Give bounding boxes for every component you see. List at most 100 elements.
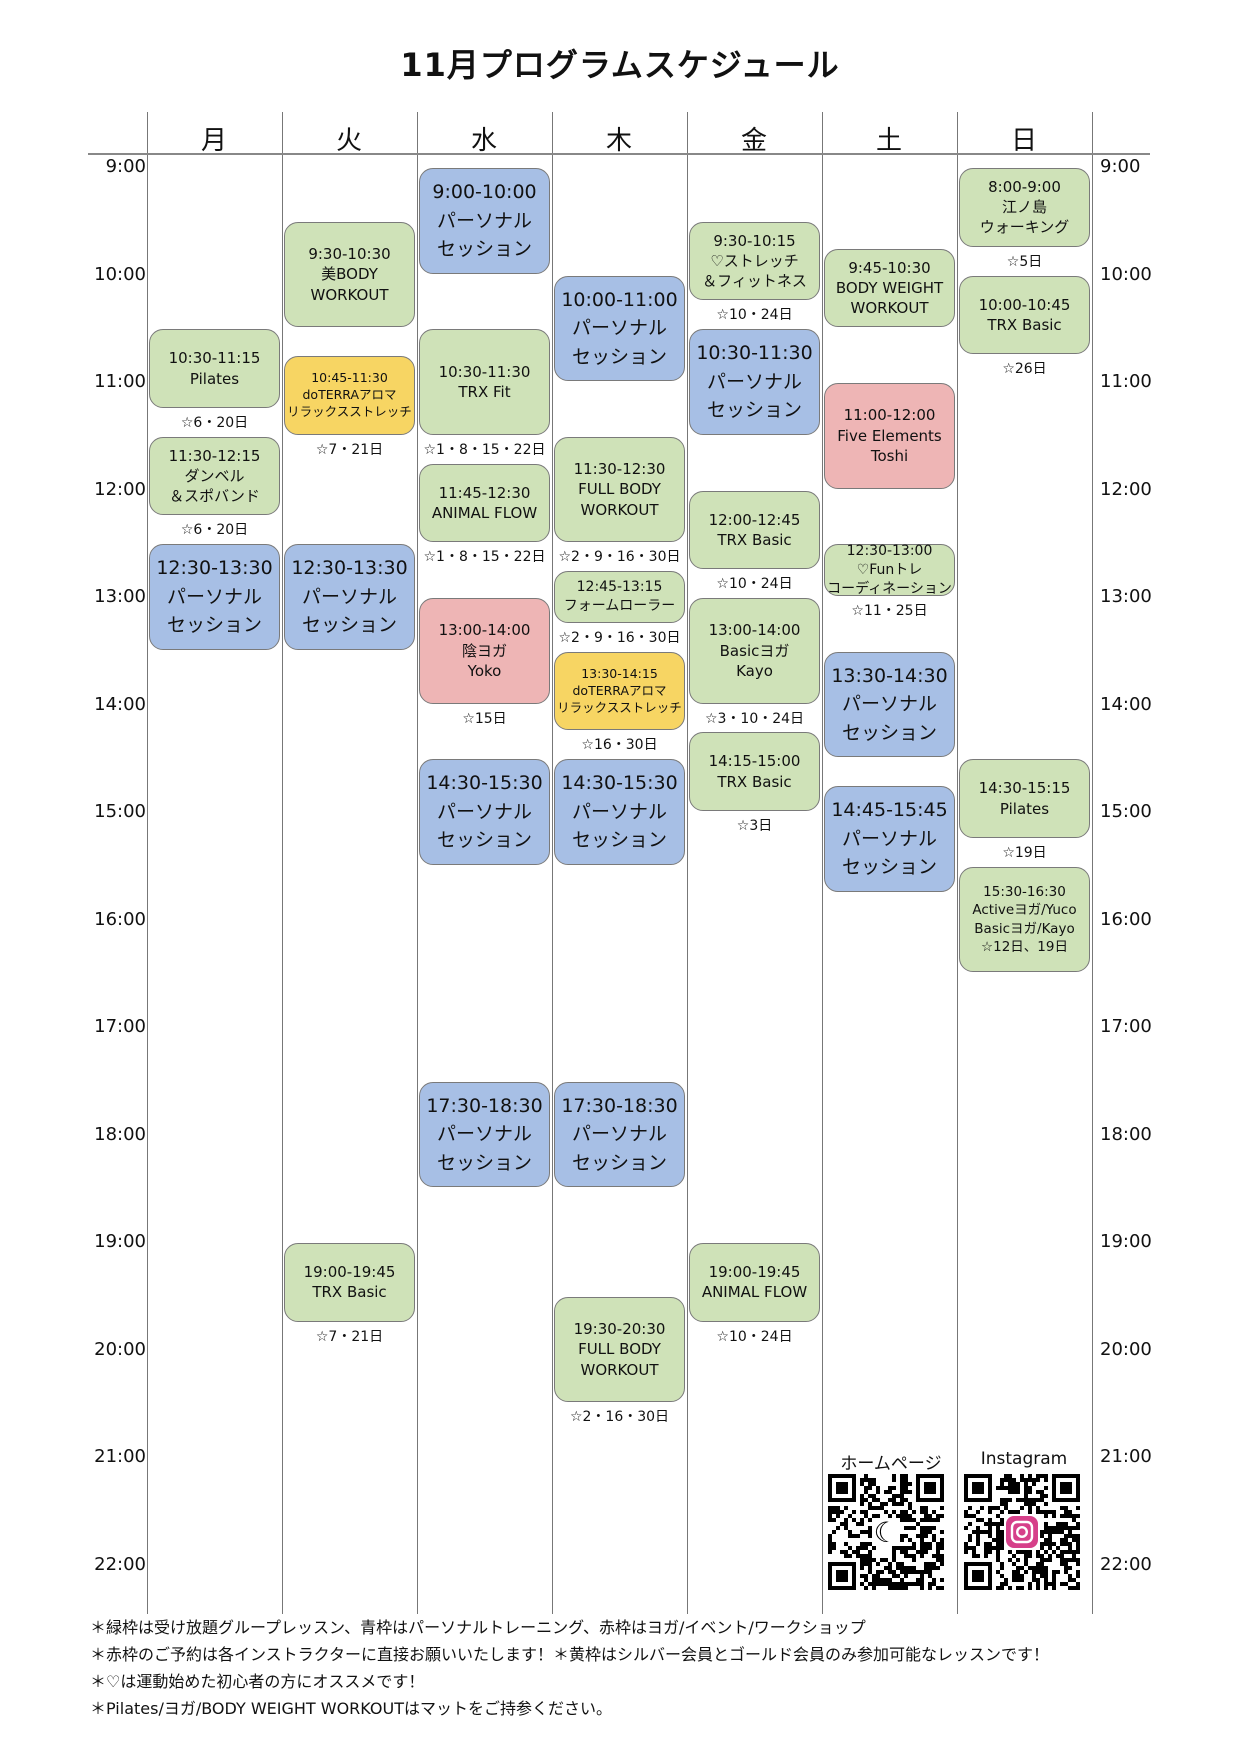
session-text: WORKOUT xyxy=(580,1360,659,1379)
session-block[interactable]: 10:30-11:15 Pilates xyxy=(149,329,280,408)
session-text: TRX Basic xyxy=(312,1283,387,1302)
page-title: 11月プログラムスケジュール xyxy=(400,46,840,84)
session-block[interactable]: 9:00-10:00 パーソナル セッション xyxy=(419,168,550,274)
day-header: 水 xyxy=(470,126,497,156)
session-block[interactable]: 10:30-11:30 パーソナル セッション xyxy=(689,329,820,435)
session-text: doTERRAアロマ xyxy=(572,682,667,698)
session-text: セッション xyxy=(841,721,937,744)
session-time: 15:30-16:30 xyxy=(983,884,1066,901)
time-label-left: 16:00 xyxy=(94,908,146,930)
session-time: 9:30-10:30 xyxy=(308,245,391,264)
time-label-right: 15:00 xyxy=(1100,801,1152,822)
session-time: 17:30-18:30 xyxy=(561,1094,678,1117)
time-label-right: 18:00 xyxy=(1100,1123,1152,1145)
session-time: 10:30-11:30 xyxy=(696,342,813,365)
session-block[interactable]: 14:30-15:15 Pilates xyxy=(959,759,1090,838)
session-block[interactable]: 8:00-9:00 江ノ島 ウォーキング xyxy=(959,168,1090,247)
column-divider xyxy=(957,112,958,1614)
moon-logo-icon: ☾ xyxy=(873,1516,898,1549)
session-block[interactable]: 12:45-13:15 フォームローラー xyxy=(554,571,685,623)
session-text: セッション xyxy=(841,856,937,879)
session-dates-note: ☆6・20日 xyxy=(180,522,249,539)
session-block[interactable]: 10:00-11:00 パーソナル セッション xyxy=(554,275,685,381)
session-block[interactable]: 19:00-19:45 ANIMAL FLOW xyxy=(689,1243,820,1322)
session-block[interactable]: 12:30-13:30 パーソナル セッション xyxy=(284,544,415,650)
session-dates-note: ☆19日 xyxy=(1002,844,1047,861)
session-text: パーソナル xyxy=(841,693,937,716)
session-block[interactable]: 9:45-10:30 BODY WEIGHT WORKOUT xyxy=(824,248,955,328)
column-divider xyxy=(282,112,283,1614)
time-label-left: 18:00 xyxy=(94,1123,146,1145)
time-label-left: 13:00 xyxy=(94,586,146,607)
session-block[interactable]: 10:45-11:30 doTERRAアロマ リラックスストレッチ xyxy=(284,356,415,435)
session-block[interactable]: 14:15-15:00 TRX Basic xyxy=(689,732,820,811)
session-block[interactable]: 14:30-15:30 パーソナル セッション xyxy=(554,759,685,865)
day-header: 日 xyxy=(1010,126,1037,156)
session-block[interactable]: 10:00-10:45 TRX Basic xyxy=(959,275,1090,355)
session-time: 8:00-9:00 xyxy=(988,177,1061,196)
session-text: TRX Basic xyxy=(717,530,792,549)
time-label-right: 22:00 xyxy=(1100,1553,1152,1575)
time-label-left: 15:00 xyxy=(94,801,146,822)
session-block[interactable]: 17:30-18:30 パーソナル セッション xyxy=(419,1081,550,1188)
time-label-right: 16:00 xyxy=(1100,908,1152,930)
session-block[interactable]: 15:30-16:30 Activeヨガ/Yuco Basicヨガ/Kayo ☆12日… xyxy=(959,866,1090,973)
session-text: コーディネーション xyxy=(827,580,952,597)
instagram-label: Instagram xyxy=(980,1449,1068,1469)
session-block[interactable]: 17:30-18:30 パーソナル セッション xyxy=(554,1081,685,1188)
session-time: 13:30-14:30 xyxy=(831,664,948,687)
homepage-qr-code[interactable]: ☾ xyxy=(828,1474,944,1590)
session-text: Activeヨガ/Yuco xyxy=(972,902,1077,919)
session-block[interactable]: 11:45-12:30 ANIMAL FLOW xyxy=(419,463,550,543)
session-time: 14:30-15:15 xyxy=(978,779,1071,798)
session-block[interactable]: 13:00-14:00 陰ヨガ Yoko xyxy=(419,598,550,704)
time-label-right: 19:00 xyxy=(1100,1231,1152,1252)
time-label-right: 13:00 xyxy=(1100,586,1152,607)
session-block[interactable]: 11:00-12:00 Five Elements Toshi xyxy=(824,383,955,489)
session-time: 14:15-15:00 xyxy=(708,752,801,771)
session-text: パーソナル xyxy=(571,1123,667,1146)
session-block[interactable]: 12:30-13:30 パーソナル セッション xyxy=(149,544,280,650)
session-block[interactable]: 9:30-10:30 美BODY WORKOUT xyxy=(284,221,415,328)
session-time: 12:00-12:45 xyxy=(708,510,801,529)
session-time: 12:45-13:15 xyxy=(576,579,663,596)
day-header: 火 xyxy=(335,126,362,156)
session-block[interactable]: 13:00-14:00 Basicヨガ Kayo xyxy=(689,598,820,704)
session-block[interactable]: 10:30-11:30 TRX Fit xyxy=(419,329,550,435)
time-label-left: 10:00 xyxy=(94,263,146,285)
session-time: 12:30-13:30 xyxy=(156,557,273,580)
session-block[interactable]: 13:30-14:30 パーソナルセッション xyxy=(824,651,955,758)
footnote: ＊♡は運動始めた初心者の方にオススメです！ xyxy=(90,1672,425,1691)
session-block[interactable]: 19:00-19:45 TRX Basic xyxy=(284,1243,415,1322)
session-block[interactable]: 12:30-13:00 ♡Funトレ コーディネーション xyxy=(824,543,955,597)
session-dates-note: ☆7・21日 xyxy=(315,441,384,458)
session-time: 19:30-20:30 xyxy=(573,1320,666,1339)
time-label-left: 17:00 xyxy=(94,1016,146,1037)
session-block[interactable]: 13:30-14:15 doTERRAアロマ リラックスストレッチ xyxy=(554,651,685,731)
session-text: 江ノ島 xyxy=(1001,198,1047,217)
session-block[interactable]: 14:30-15:30 パーソナル セッション xyxy=(419,759,550,865)
session-text: ＆スポバンド xyxy=(169,487,260,506)
session-time: 14:45-15:45 xyxy=(831,799,948,822)
time-label-right: 11:00 xyxy=(1100,371,1152,392)
session-time: 9:00-10:00 xyxy=(432,181,537,203)
time-label-left: 20:00 xyxy=(94,1338,146,1360)
session-time: 10:00-10:45 xyxy=(978,295,1071,314)
session-text: 陰ヨガ xyxy=(461,641,507,660)
session-block[interactable]: 14:45-15:45 パーソナル セッション xyxy=(824,786,955,892)
session-text: WORKOUT xyxy=(580,500,659,519)
session-text: セッション xyxy=(166,614,262,637)
session-time: 10:45-11:30 xyxy=(311,370,388,386)
session-block[interactable]: 9:30-10:15 ♡ストレッチ ＆フィットネス xyxy=(689,221,820,301)
session-block[interactable]: 11:30-12:15 ダンベル ＆スポバンド xyxy=(149,436,280,516)
footnote: ＊赤枠のご予約は各インストラクターに直接お願いいたします！＊黄枠はシルバー会員と… xyxy=(90,1645,1050,1664)
session-time: 19:00-19:45 xyxy=(303,1263,396,1282)
session-block[interactable]: 12:00-12:45 TRX Basic xyxy=(689,490,820,570)
day-header: 木 xyxy=(605,126,632,156)
instagram-qr-code[interactable] xyxy=(964,1474,1080,1590)
session-block[interactable]: 11:30-12:30 FULL BODY WORKOUT xyxy=(554,436,685,543)
session-text: セッション xyxy=(436,238,532,260)
instagram-logo-icon xyxy=(1006,1516,1038,1548)
session-block[interactable]: 19:30-20:30 FULL BODY WORKOUT xyxy=(554,1296,685,1403)
session-dates-note: ☆26日 xyxy=(1002,361,1047,378)
